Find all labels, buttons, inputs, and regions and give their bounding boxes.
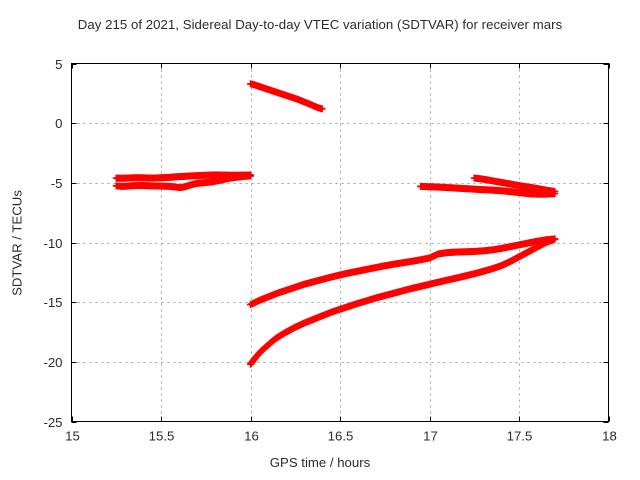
svg-text:-25: -25 <box>43 415 62 430</box>
svg-text:-10: -10 <box>43 236 62 251</box>
svg-text:15: 15 <box>65 429 80 444</box>
svg-text:0: 0 <box>55 116 62 131</box>
svg-text:16: 16 <box>244 429 259 444</box>
svg-text:17: 17 <box>423 429 438 444</box>
plot-frame <box>71 63 609 422</box>
data-points <box>112 80 559 368</box>
svg-text:18: 18 <box>602 429 617 444</box>
axis-ticks <box>71 63 610 423</box>
svg-text:-5: -5 <box>51 176 63 191</box>
chart-title: Day 215 of 2021, Sidereal Day-to-day VTE… <box>77 17 563 32</box>
series-arc-left-lower <box>112 172 254 192</box>
series-arc-right-lower <box>417 182 559 198</box>
series-arc-right-upper <box>470 174 559 195</box>
svg-text:5: 5 <box>55 57 62 72</box>
svg-text:-15: -15 <box>43 295 62 310</box>
tick-labels: 15 15.5 16 16.5 17 17.5 18 5 0 -5 -10 -15 -20 -25 <box>43 57 616 444</box>
svg-text:17.5: 17.5 <box>507 429 533 444</box>
svg-text:-20: -20 <box>43 355 62 370</box>
x-axis-label: GPS time / hours <box>269 455 371 470</box>
series-arc-bottom-rising <box>247 235 559 368</box>
series-arc-mid-rising <box>247 235 559 309</box>
series-arc-top-descending <box>247 80 326 113</box>
svg-text:15.5: 15.5 <box>149 429 175 444</box>
svg-text:16.5: 16.5 <box>328 429 354 444</box>
